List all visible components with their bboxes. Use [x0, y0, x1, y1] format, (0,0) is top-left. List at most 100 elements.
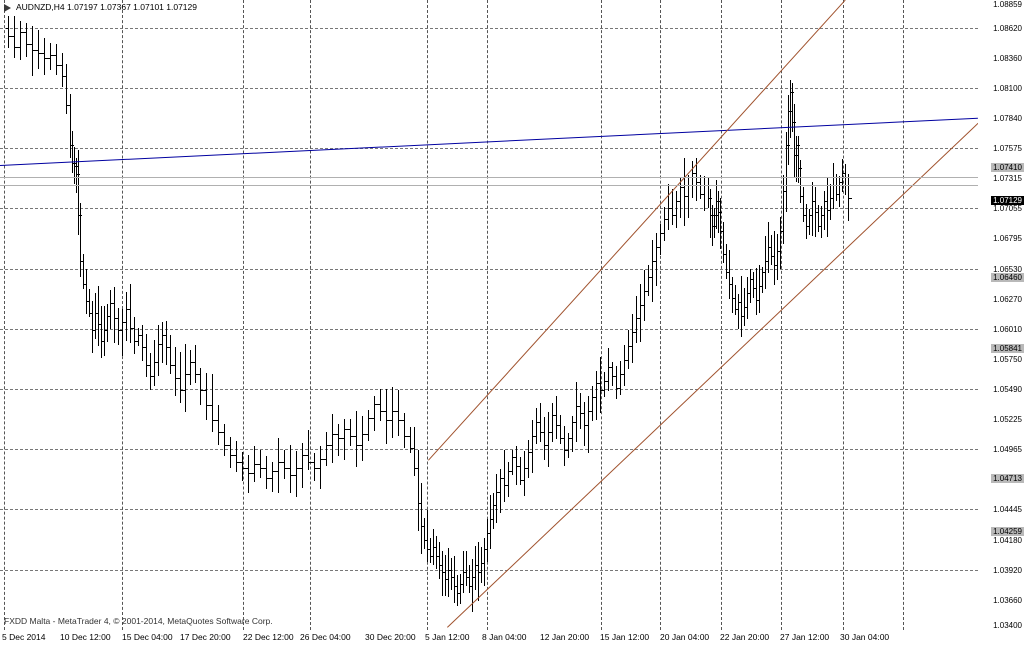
price-bar — [282, 461, 284, 463]
price-axis[interactable]: 1.08859 1.08620 1.08360 1.08100 1.07840 1.075… — [978, 0, 1024, 630]
price-bar — [498, 491, 500, 493]
price-bar — [741, 275, 742, 337]
price-bar — [668, 184, 669, 230]
price-bar — [236, 440, 237, 472]
price-bar — [751, 279, 753, 281]
price-bar — [39, 52, 42, 54]
price-bar — [696, 158, 697, 202]
price-bar — [98, 286, 99, 347]
price-bar — [186, 373, 189, 375]
price-bar — [594, 396, 596, 398]
chart-arrow-icon — [4, 4, 11, 12]
price-bar — [296, 450, 297, 498]
price-axis-label: 1.04713 — [991, 474, 1024, 484]
time-axis-label: 22 Jan 20:00 — [720, 632, 770, 642]
price-bar — [664, 207, 665, 241]
price-bar — [384, 410, 386, 412]
price-bar — [732, 277, 733, 313]
price-bar — [230, 437, 231, 468]
price-bar — [434, 546, 436, 548]
price-bar — [363, 433, 366, 435]
price-bar — [672, 189, 673, 225]
price-bar — [185, 344, 186, 412]
price-bar — [831, 198, 833, 200]
price-bar — [712, 204, 713, 246]
price-bar — [798, 168, 800, 170]
gridline-horizontal — [0, 27, 978, 29]
price-bar — [756, 268, 757, 316]
price-bar — [201, 389, 204, 391]
price-bar — [152, 376, 154, 378]
price-bar — [839, 175, 840, 207]
price-bar — [590, 410, 592, 412]
price-bar — [213, 419, 216, 421]
price-bar — [21, 32, 24, 34]
price-bar — [772, 256, 774, 258]
price-bar — [788, 95, 789, 166]
price-bar — [646, 290, 648, 292]
price-bar — [224, 424, 225, 456]
price-axis-label: 1.07055 — [993, 204, 1022, 214]
price-bar — [356, 411, 357, 467]
price-bar — [254, 445, 255, 482]
price-bar — [308, 429, 309, 470]
price-bar — [92, 301, 93, 353]
price-bar — [360, 445, 362, 447]
price-bar — [747, 277, 748, 319]
price-bar — [348, 429, 350, 431]
price-bar — [392, 386, 393, 439]
price-bar — [410, 426, 411, 454]
price-bar — [812, 181, 813, 237]
price-bar — [494, 505, 496, 507]
price-bar — [794, 104, 795, 178]
price-bar — [552, 402, 553, 442]
price-bar — [463, 550, 464, 594]
price-bar — [506, 484, 508, 486]
price-bar — [445, 555, 446, 597]
price-bar — [166, 320, 167, 366]
price-bar — [206, 372, 207, 420]
price-bar — [738, 293, 739, 329]
time-axis-label: 30 Dec 20:00 — [365, 632, 416, 642]
price-bar — [419, 503, 421, 505]
price-bar — [428, 549, 430, 551]
price-bar — [284, 449, 285, 480]
price-bar — [243, 468, 246, 470]
price-bar — [813, 200, 815, 202]
time-axis[interactable]: 5 Dec 2014 10 Dec 12:00 15 Dec 04:00 17 Dec… — [0, 630, 1024, 648]
price-bar — [300, 468, 302, 470]
price-bar — [656, 233, 657, 286]
price-bar — [840, 182, 842, 184]
price-bar — [362, 415, 363, 462]
price-bar — [412, 447, 414, 449]
price-bar — [716, 200, 718, 202]
price-bar — [436, 536, 437, 570]
price-bar — [116, 318, 118, 320]
price-bar — [430, 538, 431, 563]
price-bar — [708, 198, 710, 200]
price-bar — [745, 306, 747, 308]
price-bar — [777, 233, 778, 280]
price-bar — [729, 249, 730, 300]
price-bar — [825, 200, 827, 202]
price-bar — [354, 436, 356, 438]
price-bar — [443, 572, 445, 574]
brown-channel-lower[interactable] — [447, 122, 978, 628]
price-bar — [218, 405, 219, 445]
price-bar — [628, 329, 629, 369]
price-bar — [524, 450, 525, 496]
price-bar — [807, 226, 809, 228]
price-bar — [320, 446, 321, 489]
price-bar — [330, 445, 332, 447]
price-bar — [48, 57, 50, 59]
price-bar — [716, 179, 717, 230]
blue-trendline[interactable] — [0, 117, 978, 166]
price-bar — [27, 43, 30, 45]
chart-plot-area[interactable] — [0, 0, 978, 630]
price-bar — [554, 415, 556, 417]
price-bar — [70, 145, 72, 147]
price-bar — [326, 432, 327, 467]
price-bar — [404, 413, 405, 448]
price-bar — [344, 419, 345, 460]
